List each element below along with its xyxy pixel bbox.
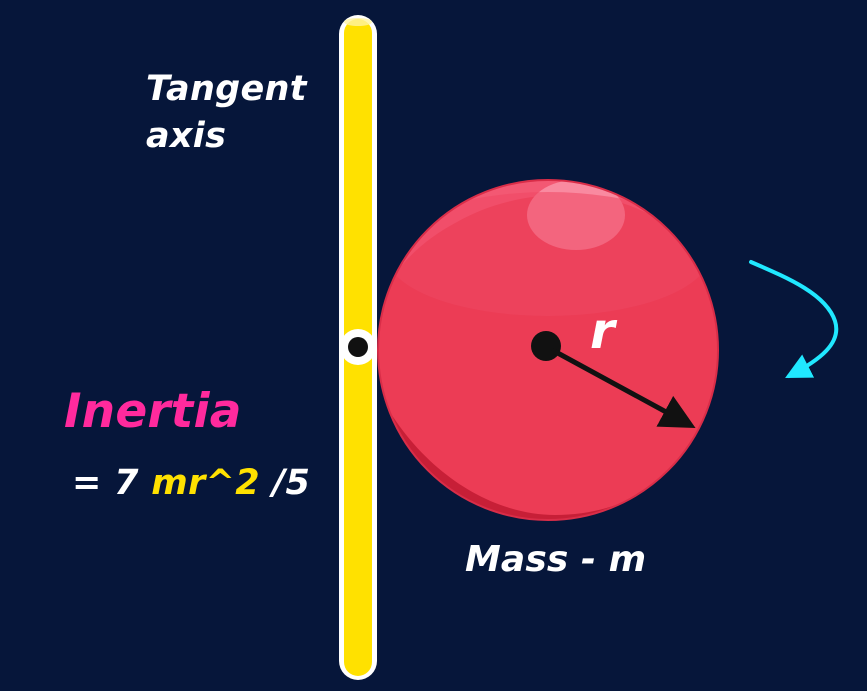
formula-highlight: mr^2: [151, 463, 260, 503]
tangent-axis-label-line-2: axis: [146, 116, 227, 156]
mass-label: Mass - m: [465, 539, 647, 580]
inertia-title: Inertia: [64, 384, 242, 439]
tangent-axis-label-line-1: Tangent: [146, 69, 307, 109]
radius-arrow-icon: [531, 331, 696, 429]
formula-prefix: = 7: [72, 463, 152, 503]
curved-arrow-icon: [749, 260, 839, 379]
inertia-formula: = 7 mr^2 /5: [72, 459, 310, 507]
tangent-axis-label: Tangent axis: [146, 66, 307, 160]
formula-suffix: /5: [259, 463, 311, 503]
radius-label: r: [590, 302, 618, 360]
contact-point-icon: [340, 329, 376, 365]
